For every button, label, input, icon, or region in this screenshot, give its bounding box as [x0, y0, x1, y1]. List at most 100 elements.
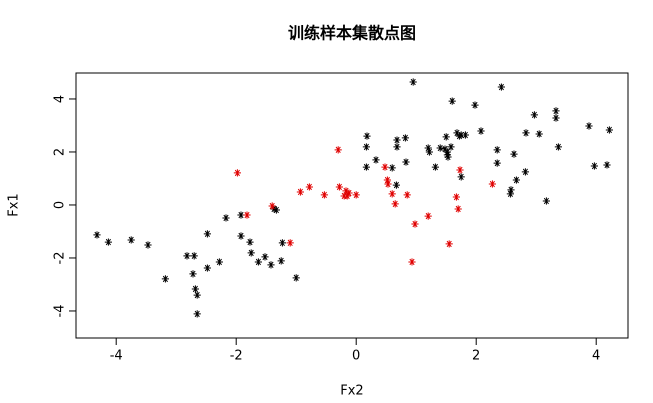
chart-title: 训练样本集散点图: [288, 24, 416, 43]
point-glyph: [93, 231, 101, 239]
point: [215, 258, 223, 266]
point-glyph: [444, 153, 452, 161]
point: [530, 111, 538, 119]
point: [388, 164, 396, 172]
point: [191, 285, 199, 293]
y-axis-label: Fx1: [7, 193, 22, 216]
point: [372, 156, 380, 164]
point-glyph: [222, 214, 230, 222]
point: [296, 188, 304, 196]
point: [456, 166, 464, 174]
point-glyph: [383, 176, 391, 184]
point-glyph: [512, 176, 520, 184]
point: [411, 220, 419, 228]
point-glyph: [320, 191, 328, 199]
point-glyph: [507, 186, 515, 194]
point-glyph: [247, 249, 255, 257]
point: [237, 211, 245, 219]
point-glyph: [277, 257, 285, 265]
point-glyph: [342, 187, 350, 195]
point-glyph: [381, 163, 389, 171]
point-glyph: [161, 275, 169, 283]
point: [554, 143, 562, 151]
x-axis-label: Fx2: [340, 384, 363, 399]
point-glyph: [345, 189, 353, 197]
point: [392, 181, 400, 189]
point-glyph: [267, 261, 275, 269]
point: [477, 127, 485, 135]
point-glyph: [388, 190, 396, 198]
point: [408, 258, 416, 266]
point-glyph: [335, 183, 343, 191]
y-tick-label: 2: [53, 148, 68, 156]
point: [401, 134, 409, 142]
point-glyph: [237, 232, 245, 240]
point-glyph: [334, 146, 342, 154]
x-tick-label: 0: [352, 349, 360, 364]
point: [233, 169, 241, 177]
point-glyph: [268, 202, 276, 210]
point-glyph: [127, 236, 135, 244]
point-glyph: [493, 159, 501, 167]
point: [403, 191, 411, 199]
point-glyph: [403, 191, 411, 199]
point-glyph: [436, 144, 444, 152]
point: [521, 168, 529, 176]
point-glyph: [286, 239, 294, 247]
point: [447, 143, 455, 151]
point: [445, 240, 453, 248]
point: [448, 97, 456, 105]
point-glyph: [393, 143, 401, 151]
point-glyph: [456, 166, 464, 174]
point: [507, 186, 515, 194]
point-glyph: [104, 238, 112, 246]
point-glyph: [554, 143, 562, 151]
point: [542, 197, 550, 205]
point-glyph: [362, 143, 370, 151]
point-glyph: [590, 162, 598, 170]
point-glyph: [372, 156, 380, 164]
point-glyph: [193, 310, 201, 318]
point: [362, 143, 370, 151]
point-glyph: [488, 180, 496, 188]
point: [393, 143, 401, 151]
point: [424, 212, 432, 220]
point-glyph: [237, 211, 245, 219]
point: [457, 173, 465, 181]
point: [452, 193, 460, 201]
point: [292, 274, 300, 282]
x-tick-label: 4: [592, 349, 600, 364]
point: [362, 163, 370, 171]
point-glyph: [585, 122, 593, 130]
point-glyph: [408, 258, 416, 266]
point: [93, 231, 101, 239]
point-glyph: [203, 264, 211, 272]
point-glyph: [510, 150, 518, 158]
point: [383, 176, 391, 184]
point: [535, 130, 543, 138]
point-glyph: [453, 129, 461, 137]
point: [497, 83, 505, 91]
point: [443, 148, 451, 156]
y-tick-label: -4: [53, 304, 68, 317]
point-glyph: [272, 206, 280, 214]
point: [352, 191, 360, 199]
point: [506, 190, 514, 198]
point-glyph: [215, 258, 223, 266]
point-glyph: [278, 239, 286, 247]
point-glyph: [552, 114, 560, 122]
point: [441, 145, 449, 153]
point: [243, 211, 251, 219]
x-tick-label: -4: [110, 349, 123, 364]
x-tick-label: 2: [472, 349, 480, 364]
y-tick-label: 0: [53, 201, 68, 209]
point: [272, 206, 280, 214]
point: [144, 241, 152, 249]
point: [431, 163, 439, 171]
point-glyph: [190, 252, 198, 260]
point: [388, 190, 396, 198]
point-glyph: [535, 130, 543, 138]
point: [552, 114, 560, 122]
point-glyph: [233, 169, 241, 177]
plot-frame: [75, 72, 629, 339]
